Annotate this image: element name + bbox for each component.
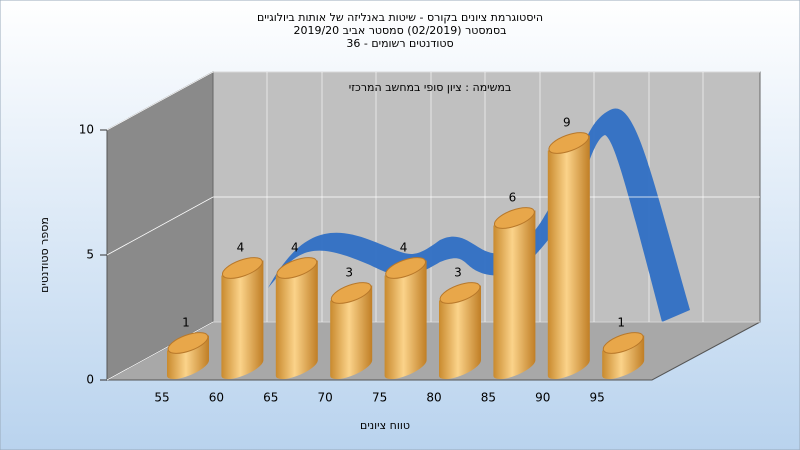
bar-part	[493, 207, 535, 229]
bar-part	[221, 260, 264, 380]
y-axis-label: מספר סטודנטים	[38, 217, 51, 293]
bar	[439, 282, 481, 380]
x-tick-label: 60	[209, 391, 224, 405]
bar-part	[221, 257, 263, 279]
data-label: 1	[182, 316, 190, 330]
bar-part	[330, 282, 372, 304]
bar-part	[330, 285, 373, 380]
bar	[547, 132, 590, 380]
bar-part	[602, 332, 644, 354]
bar-part	[439, 282, 481, 304]
bar-part	[385, 257, 427, 279]
x-tick-label: 70	[318, 391, 333, 405]
chart-subtitle: סטודנטים רשומים - 36	[346, 37, 453, 50]
bar	[330, 282, 373, 380]
bar	[493, 207, 536, 380]
grid-line	[106, 71, 760, 131]
data-label: 4	[400, 241, 408, 255]
bar	[275, 257, 318, 380]
bar-part	[276, 257, 318, 279]
annotation: במשימה : ציון סופי במחשב המרכזי	[349, 81, 512, 94]
data-label: 1	[617, 316, 625, 330]
x-tick-label: 85	[481, 391, 496, 405]
data-label: 4	[291, 241, 299, 255]
chart-title: היסטוגרמת ציונים בקורס - שיטות באנליזה ש…	[257, 11, 543, 24]
bar-part	[547, 135, 590, 380]
x-tick-label: 80	[426, 391, 441, 405]
bar-part	[384, 260, 427, 380]
bar	[221, 257, 264, 380]
bar	[384, 257, 427, 380]
bar-part	[167, 332, 209, 354]
bar-part	[275, 260, 318, 380]
bar-part	[548, 132, 590, 154]
chart-subtitle: בסמסטר (02/2019) סמסטר אביב 2019/20	[293, 24, 506, 37]
bar	[167, 332, 209, 380]
data-label: 4	[237, 241, 245, 255]
data-label: 6	[509, 191, 517, 205]
x-tick-label: 65	[263, 391, 278, 405]
bar-part	[493, 210, 536, 380]
data-label: 3	[454, 266, 462, 280]
x-axis-label: טווח ציונים	[360, 419, 410, 432]
y-tick-label: 0	[86, 373, 94, 387]
bar	[602, 332, 645, 380]
y-tick-label: 10	[79, 123, 94, 137]
y-tick-label: 5	[86, 248, 94, 262]
data-label: 3	[345, 266, 353, 280]
x-tick-label: 90	[535, 391, 550, 405]
x-tick-label: 75	[372, 391, 387, 405]
data-label: 9	[563, 116, 571, 130]
x-tick-label: 55	[154, 391, 169, 405]
x-tick-label: 95	[590, 391, 605, 405]
bar-part	[439, 285, 481, 380]
